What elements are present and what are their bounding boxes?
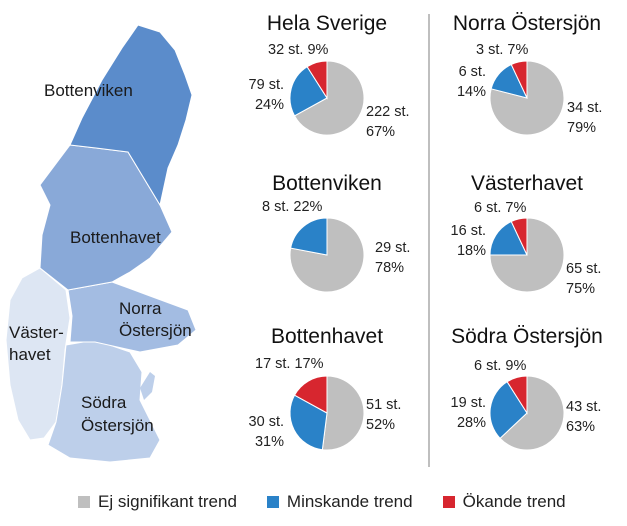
pie-slice-sodra-ostersjon-okande	[506, 375, 528, 415]
data-label-vasterhavet-okande: 6 st. 7%	[474, 200, 527, 216]
pie-slice-norra-ostersjon-ej-signifikant	[489, 60, 565, 136]
pie-slice-hela-sverige-okande	[306, 60, 328, 100]
data-label-hela-sverige-okande: 32 st. 9%	[268, 42, 329, 58]
pie-slice-norra-ostersjon-okande	[510, 60, 528, 99]
column-divider	[428, 14, 430, 467]
data-label-hela-sverige-minskande: 79 st. 24%	[248, 77, 284, 113]
data-label-bottenviken-ej-signifikant: 29 st. 78%	[375, 240, 411, 276]
pie-slice-bottenhavet-ej-signifikant	[321, 375, 365, 451]
legend-item-okande: Ökande trend	[442, 492, 566, 512]
chart-title-vasterhavet: Västerhavet	[470, 172, 584, 195]
pie-slice-sodra-ostersjon-ej-signifikant	[499, 375, 565, 451]
legend-label-okande: Ökande trend	[462, 492, 566, 511]
region-label-norra-ostersjon-line1: Norra	[119, 299, 162, 318]
chart-title-hela-sverige: Hela Sverige	[266, 12, 388, 35]
region-label-bottenviken: Bottenviken	[44, 81, 133, 100]
chart-title-bottenviken: Bottenviken	[272, 172, 382, 195]
data-label-sodra-ostersjon-minskande: 19 st. 28%	[450, 395, 486, 431]
pie-slice-bottenhavet-minskande	[289, 394, 328, 451]
region-label-vasterhavet-line2: havet	[9, 345, 51, 364]
pie-slice-vasterhavet-okande	[510, 217, 528, 256]
data-label-norra-ostersjon-minskande: 6 st. 14%	[456, 64, 486, 100]
pie-vasterhavet	[489, 217, 565, 293]
data-label-bottenhavet-ej-signifikant: 51 st. 52%	[366, 397, 402, 433]
legend-label-ej-signifikant: Ej signifikant trend	[98, 492, 237, 511]
legend-item-minskande: Minskande trend	[266, 492, 413, 512]
map-island-gotland	[140, 372, 155, 400]
pie-slice-sodra-ostersjon-minskande	[489, 381, 528, 440]
pie-bottenviken	[289, 217, 365, 293]
data-label-norra-ostersjon-ej-signifikant: 34 st. 79%	[567, 100, 603, 136]
region-label-norra-ostersjon-line2: Östersjön	[119, 321, 192, 340]
pie-bottenhavet	[289, 375, 365, 451]
data-label-vasterhavet-minskande: 16 st. 18%	[450, 223, 486, 259]
data-label-bottenhavet-okande: 17 st. 17%	[255, 356, 324, 372]
pie-slice-hela-sverige-minskande	[289, 66, 328, 117]
pie-slice-vasterhavet-ej-signifikant	[489, 217, 565, 293]
data-label-bottenhavet-minskande: 30 st. 31%	[248, 414, 284, 450]
data-label-vasterhavet-ej-signifikant: 65 st. 75%	[566, 261, 602, 297]
legend-swatch-okande	[442, 496, 455, 508]
pie-slice-bottenhavet-okande	[293, 375, 328, 414]
legend-swatch-ej-signifikant	[78, 496, 90, 508]
data-label-hela-sverige-ej-signifikant: 222 st. 67%	[366, 104, 410, 140]
chart-legend: Ej signifikant trend Minskande trend Öka…	[78, 490, 596, 514]
map-region-vasterhavet	[5, 267, 71, 441]
data-label-norra-ostersjon-okande: 3 st. 7%	[476, 42, 529, 58]
pie-slice-hela-sverige-ej-signifikant	[293, 60, 365, 136]
chart-title-sodra-ostersjon: Södra Östersjön	[451, 325, 603, 348]
map-region-norra-ostersjon	[67, 281, 197, 353]
pie-sodra-ostersjon	[489, 375, 565, 451]
sweden-region-map	[5, 24, 197, 463]
region-label-vasterhavet-line1: Väster-	[9, 323, 64, 342]
region-label-bottenhavet: Bottenhavet	[70, 228, 161, 247]
data-label-sodra-ostersjon-okande: 6 st. 9%	[474, 358, 527, 374]
legend-item-ej-signifikant: Ej signifikant trend	[78, 492, 237, 512]
pie-slice-vasterhavet-minskande	[489, 220, 528, 256]
pie-norra-ostersjon	[489, 60, 565, 136]
chart-title-norra-ostersjon: Norra Östersjön	[452, 12, 602, 35]
region-label-sodra-ostersjon-line2: Östersjön	[81, 416, 154, 435]
map-region-sodra-ostersjon	[47, 339, 161, 463]
data-label-sodra-ostersjon-ej-signifikant: 43 st. 63%	[566, 399, 602, 435]
legend-label-minskande: Minskande trend	[286, 492, 413, 511]
pie-slice-bottenviken-minskande	[290, 217, 328, 256]
legend-swatch-minskande	[266, 496, 279, 508]
map-region-bottenviken	[69, 24, 193, 207]
data-label-bottenviken-minskande: 8 st. 22%	[262, 199, 323, 215]
chart-title-bottenhavet: Bottenhavet	[270, 325, 384, 348]
region-label-sodra-ostersjon-line1: Södra	[81, 393, 127, 412]
pie-hela-sverige	[289, 60, 365, 136]
